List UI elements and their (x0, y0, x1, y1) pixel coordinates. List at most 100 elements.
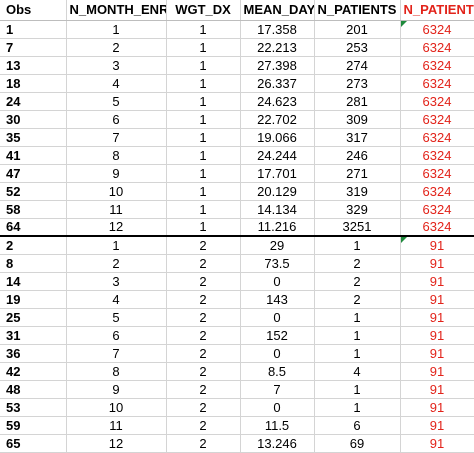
wgt-dx-cell[interactable]: 2 (166, 254, 241, 273)
n-patients-cell[interactable]: 2 (314, 290, 401, 309)
obs-cell[interactable]: 42 (0, 362, 67, 381)
n-patients-cell[interactable]: 246 (314, 146, 401, 165)
n-patients-cell[interactable]: 69 (314, 434, 401, 453)
n-patients-cell[interactable]: 4 (314, 362, 401, 381)
mean-day-cell[interactable]: 24.244 (240, 146, 315, 165)
wgt-dx-cell[interactable]: 1 (166, 182, 241, 201)
mean-day-cell[interactable]: 20.129 (240, 182, 315, 201)
wgt-dx-cell[interactable]: 2 (166, 344, 241, 363)
n-patients-total-cell[interactable]: 6324 (400, 218, 474, 237)
n-patients-cell[interactable]: 2 (314, 254, 401, 273)
n-month-enr-cell[interactable]: 8 (66, 146, 167, 165)
column-header-n-month-enr[interactable]: N_MONTH_ENR (66, 0, 167, 21)
n-month-enr-cell[interactable]: 10 (66, 398, 167, 417)
n-patients-total-cell[interactable]: 6324 (400, 56, 474, 75)
mean-day-cell[interactable]: 22.702 (240, 110, 315, 129)
mean-day-cell[interactable]: 13.246 (240, 434, 315, 453)
wgt-dx-cell[interactable]: 2 (166, 272, 241, 291)
n-month-enr-cell[interactable]: 8 (66, 362, 167, 381)
n-month-enr-cell[interactable]: 11 (66, 416, 167, 435)
n-patients-total-cell[interactable]: 6324 (400, 182, 474, 201)
obs-cell[interactable]: 36 (0, 344, 67, 363)
n-month-enr-cell[interactable]: 6 (66, 326, 167, 345)
wgt-dx-cell[interactable]: 2 (166, 434, 241, 453)
mean-day-cell[interactable]: 0 (240, 398, 315, 417)
n-patients-total-cell[interactable]: 91 (400, 272, 474, 291)
wgt-dx-cell[interactable]: 2 (166, 416, 241, 435)
n-month-enr-cell[interactable]: 1 (66, 235, 167, 255)
n-patients-total-cell[interactable]: 6324 (400, 38, 474, 57)
n-patients-cell[interactable]: 1 (314, 380, 401, 399)
n-patients-total-cell[interactable]: 6324 (400, 164, 474, 183)
n-month-enr-cell[interactable]: 2 (66, 254, 167, 273)
n-month-enr-cell[interactable]: 7 (66, 128, 167, 147)
n-patients-cell[interactable]: 1 (314, 235, 401, 255)
mean-day-cell[interactable]: 143 (240, 290, 315, 309)
obs-cell[interactable]: 59 (0, 416, 67, 435)
n-patients-total-cell[interactable]: 6324 (400, 200, 474, 219)
obs-cell[interactable]: 35 (0, 128, 67, 147)
mean-day-cell[interactable]: 73.5 (240, 254, 315, 273)
mean-day-cell[interactable]: 26.337 (240, 74, 315, 93)
n-patients-total-cell[interactable]: 91 (400, 308, 474, 327)
mean-day-cell[interactable]: 0 (240, 308, 315, 327)
n-patients-cell[interactable]: 1 (314, 308, 401, 327)
column-header-mean-day[interactable]: MEAN_DAY (240, 0, 315, 21)
n-patients-total-cell[interactable]: 91 (400, 254, 474, 273)
n-month-enr-cell[interactable]: 2 (66, 38, 167, 57)
n-month-enr-cell[interactable]: 12 (66, 218, 167, 237)
mean-day-cell[interactable]: 14.134 (240, 200, 315, 219)
wgt-dx-cell[interactable]: 2 (166, 380, 241, 399)
n-month-enr-cell[interactable]: 4 (66, 290, 167, 309)
mean-day-cell[interactable]: 22.213 (240, 38, 315, 57)
n-patients-total-cell[interactable]: 91 (400, 434, 474, 453)
n-patients-cell[interactable]: 273 (314, 74, 401, 93)
obs-cell[interactable]: 41 (0, 146, 67, 165)
column-header-n-patients-total[interactable]: N_PATIENTS (400, 0, 474, 21)
wgt-dx-cell[interactable]: 2 (166, 235, 241, 255)
n-month-enr-cell[interactable]: 3 (66, 56, 167, 75)
obs-cell[interactable]: 47 (0, 164, 67, 183)
n-patients-cell[interactable]: 1 (314, 326, 401, 345)
n-patients-total-cell[interactable]: 91 (400, 326, 474, 345)
obs-cell[interactable]: 25 (0, 308, 67, 327)
obs-cell[interactable]: 58 (0, 200, 67, 219)
obs-cell[interactable]: 48 (0, 380, 67, 399)
n-patients-cell[interactable]: 274 (314, 56, 401, 75)
n-patients-total-cell[interactable]: 6324 (400, 20, 474, 39)
wgt-dx-cell[interactable]: 1 (166, 110, 241, 129)
obs-cell[interactable]: 52 (0, 182, 67, 201)
column-header-wgt-dx[interactable]: WGT_DX (166, 0, 241, 21)
n-month-enr-cell[interactable]: 5 (66, 92, 167, 111)
column-header-obs[interactable]: Obs (0, 0, 67, 21)
mean-day-cell[interactable]: 29 (240, 235, 315, 255)
n-patients-cell[interactable]: 309 (314, 110, 401, 129)
wgt-dx-cell[interactable]: 1 (166, 218, 241, 237)
n-patients-cell[interactable]: 271 (314, 164, 401, 183)
n-patients-total-cell[interactable]: 91 (400, 398, 474, 417)
obs-cell[interactable]: 1 (0, 20, 67, 39)
mean-day-cell[interactable]: 19.066 (240, 128, 315, 147)
wgt-dx-cell[interactable]: 2 (166, 326, 241, 345)
mean-day-cell[interactable]: 17.358 (240, 20, 315, 39)
wgt-dx-cell[interactable]: 2 (166, 362, 241, 381)
n-month-enr-cell[interactable]: 3 (66, 272, 167, 291)
wgt-dx-cell[interactable]: 1 (166, 146, 241, 165)
mean-day-cell[interactable]: 11.5 (240, 416, 315, 435)
n-month-enr-cell[interactable]: 10 (66, 182, 167, 201)
n-patients-cell[interactable]: 253 (314, 38, 401, 57)
n-patients-total-cell[interactable]: 91 (400, 290, 474, 309)
column-header-n-patients[interactable]: N_PATIENTS (314, 0, 401, 21)
wgt-dx-cell[interactable]: 1 (166, 56, 241, 75)
wgt-dx-cell[interactable]: 1 (166, 92, 241, 111)
wgt-dx-cell[interactable]: 1 (166, 20, 241, 39)
n-patients-total-cell[interactable]: 91 (400, 416, 474, 435)
obs-cell[interactable]: 31 (0, 326, 67, 345)
obs-cell[interactable]: 7 (0, 38, 67, 57)
wgt-dx-cell[interactable]: 1 (166, 200, 241, 219)
wgt-dx-cell[interactable]: 2 (166, 308, 241, 327)
mean-day-cell[interactable]: 24.623 (240, 92, 315, 111)
n-month-enr-cell[interactable]: 9 (66, 164, 167, 183)
n-patients-total-cell[interactable]: 6324 (400, 110, 474, 129)
n-patients-cell[interactable]: 201 (314, 20, 401, 39)
